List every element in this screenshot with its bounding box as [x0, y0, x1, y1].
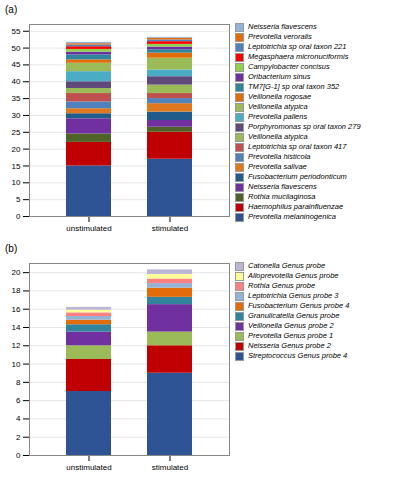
svg-text:45: 45 [12, 60, 21, 69]
html-text:(a): (a) [5, 4, 18, 15]
svg-text:10: 10 [12, 360, 21, 369]
svg-text:20: 20 [12, 145, 21, 154]
svg-text:2: 2 [16, 433, 21, 442]
html-text:Streptococcus Genus probe 4: Streptococcus Genus probe 4 [248, 351, 348, 360]
html-text:Rothia Genus probe: Rothia Genus probe [248, 281, 316, 290]
html-text:Prevotella histicola: Prevotella histicola [248, 152, 311, 161]
svg-text:6: 6 [16, 396, 21, 405]
html-text:Campylobacter concisus: Campylobacter concisus [248, 62, 330, 71]
svg-text:0: 0 [16, 451, 21, 460]
svg-text:20: 20 [12, 268, 21, 277]
svg-text:55: 55 [12, 27, 21, 36]
html-text:Veillonella Genus probe 2: Veillonella Genus probe 2 [248, 321, 334, 330]
svg-text:unstimulated: unstimulated [66, 224, 111, 233]
html-text:Fusobacterium periodonticum: Fusobacterium periodonticum [248, 172, 347, 181]
svg-text:35: 35 [12, 94, 21, 103]
svg-text:stimulated: stimulated [152, 463, 188, 472]
svg-text:10: 10 [12, 178, 21, 187]
html-text:Granulicatella Genus probe: Granulicatella Genus probe [248, 311, 340, 320]
svg-text:14: 14 [12, 323, 21, 332]
html-text:(b): (b) [5, 243, 18, 254]
html-text:Veillonella atypica: Veillonella atypica [248, 132, 308, 141]
html-text:Leptotrichia sp oral taxon 221: Leptotrichia sp oral taxon 221 [248, 42, 347, 51]
svg-text:50: 50 [12, 44, 21, 53]
svg-text:16: 16 [12, 305, 21, 314]
html-text:Leptotrichia Genus probe 3: Leptotrichia Genus probe 3 [248, 291, 339, 300]
html-text:Prevotella melaninogenica: Prevotella melaninogenica [248, 212, 336, 221]
svg-text:30: 30 [12, 111, 21, 120]
svg-text:15: 15 [12, 162, 21, 171]
svg-text:25: 25 [12, 128, 21, 137]
html-text:Oribacterium sinus: Oribacterium sinus [248, 72, 311, 81]
html-text:Neisseria flavescens: Neisseria flavescens [248, 182, 317, 191]
svg-text:8: 8 [16, 378, 21, 387]
html-text:Neisseria flavescens: Neisseria flavescens [248, 22, 317, 31]
svg-text:40: 40 [12, 77, 21, 86]
svg-text:unstimulated: unstimulated [66, 463, 111, 472]
html-text:Megasphaera micronuciformis: Megasphaera micronuciformis [248, 52, 349, 61]
svg-text:5: 5 [16, 195, 21, 204]
html-text:Leptotrichia sp oral taxon 417: Leptotrichia sp oral taxon 417 [248, 142, 347, 151]
html-text:Porphyromonas sp oral taxon 27: Porphyromonas sp oral taxon 279 [248, 122, 361, 131]
html-text:Veillonella rogosae: Veillonella rogosae [248, 92, 312, 101]
svg-text:18: 18 [12, 286, 21, 295]
html-text:TM7[G-1] sp oral taxon 352: TM7[G-1] sp oral taxon 352 [248, 82, 340, 91]
svg-text:12: 12 [12, 341, 21, 350]
html-text:Neisseria Genus probe 2: Neisseria Genus probe 2 [248, 341, 331, 350]
html-text:Veillonella atypica: Veillonella atypica [248, 102, 308, 111]
html-text:Catonella Genus probe: Catonella Genus probe [248, 261, 326, 270]
html-text:Alloprevotella Genus probe: Alloprevotella Genus probe [248, 271, 339, 280]
html-text:Haemophilus parainfluenzae: Haemophilus parainfluenzae [248, 202, 344, 211]
html-text:Fusobacterium Genus probe 4: Fusobacterium Genus probe 4 [248, 301, 350, 310]
html-text:Prevotella Genus probe 1: Prevotella Genus probe 1 [248, 331, 334, 340]
svg-text:0: 0 [16, 212, 21, 221]
html-text:Prevotella pallens: Prevotella pallens [248, 112, 308, 121]
html-text:Rothia mucilaginosa: Rothia mucilaginosa [248, 192, 316, 201]
svg-text:stimulated: stimulated [152, 224, 188, 233]
html-text:Prevotella veroralis: Prevotella veroralis [248, 32, 312, 41]
svg-text:4: 4 [16, 414, 21, 423]
html-text:Prevotella salivae: Prevotella salivae [248, 162, 307, 171]
